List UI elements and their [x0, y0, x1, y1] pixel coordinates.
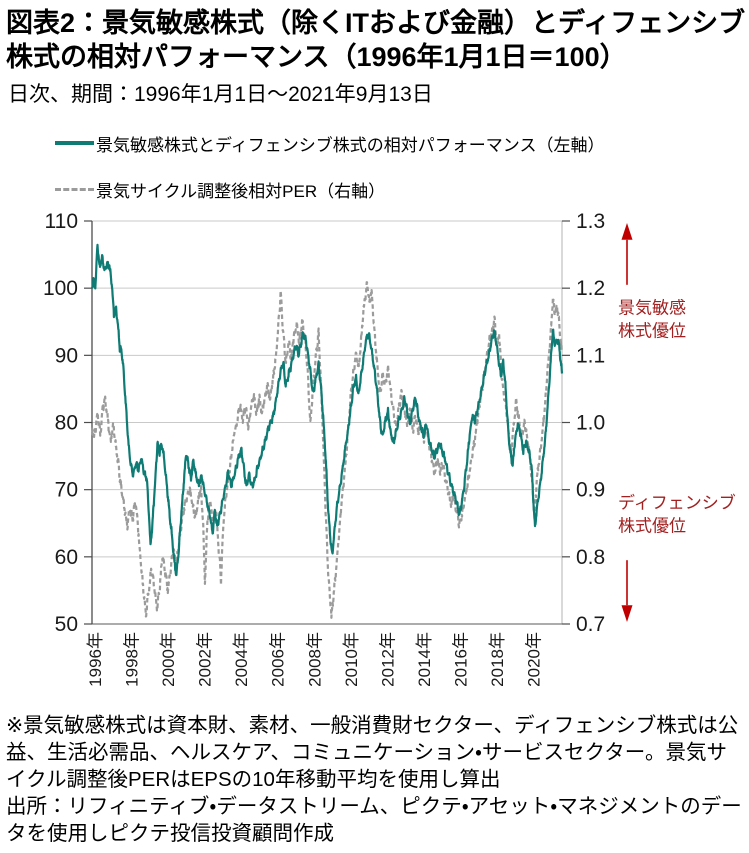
chart-title-line2: 株式の相対パフォーマンス（1996年1月1日＝100）	[6, 42, 627, 72]
svg-text:1998年: 1998年	[123, 632, 142, 687]
svg-text:50: 50	[55, 613, 78, 636]
svg-text:70: 70	[55, 479, 78, 502]
svg-text:0.9: 0.9	[576, 479, 605, 502]
svg-text:1.1: 1.1	[576, 344, 605, 367]
legend-label-performance: 景気敏感株式とディフェンシブ株式の相対パフォーマンス（左軸）	[96, 135, 605, 155]
series-performance	[90, 243, 564, 577]
legend-item-performance: 景気敏感株式とディフェンシブ株式の相対パフォーマンス（左軸）	[55, 132, 715, 155]
svg-text:110: 110	[45, 210, 78, 233]
svg-text:2010年: 2010年	[342, 632, 361, 687]
defensive-dominance-label: ディフェンシブ	[618, 492, 736, 512]
svg-text:90: 90	[55, 344, 78, 367]
svg-text:1.0: 1.0	[576, 412, 605, 435]
svg-text:2016年: 2016年	[451, 632, 470, 687]
chart-subtitle: 日次、期間：1996年1月1日～2021年9月13日	[8, 83, 433, 106]
svg-text:2002年: 2002年	[196, 632, 215, 687]
right-axis: 1.3 1.2 1.1 1.0 0.9 0.8 0.7	[562, 210, 605, 636]
defensive-dominance-label: 株式優位	[618, 516, 686, 535]
svg-text:100: 100	[43, 277, 78, 300]
svg-text:2004年: 2004年	[232, 632, 251, 687]
chart-title-line1: 図表2：景気敏感株式（除くITおよび金融）とディフェンシブ	[6, 8, 746, 38]
solid-line-swatch	[55, 141, 94, 145]
cyclical-dominance-label: 景気敏感	[618, 299, 686, 318]
svg-text:80: 80	[55, 412, 78, 435]
svg-text:1996年: 1996年	[86, 632, 105, 687]
source-text: 出所：リフィニティブ・データストリーム、ピクテ・アセット・マネジメントのデータを…	[6, 795, 742, 846]
series-performance-path	[90, 243, 564, 577]
cyclical-dominance-label: 株式優位	[618, 322, 686, 341]
x-axis-labels: 1996年 1998年 2000年 2002年 2004年 2006年 2008年 2010年…	[86, 632, 544, 687]
footnotes: ※景気敏感株式は資本財、素材、一般消費財セクター、ディフェンシブ株式は公益、生活…	[6, 712, 746, 847]
svg-text:1.2: 1.2	[576, 277, 605, 300]
svg-text:2012年: 2012年	[378, 632, 397, 687]
chart-title: 図表2：景気敏感株式（除くITおよび金融）とディフェンシブ 株式の相対パフォーマ…	[6, 6, 746, 74]
chart-area: 110 100 90 80 70 60 50 1.3 1.2 1.1 1.0 0.9 0.8 0.7 199…	[0, 205, 749, 717]
svg-text:2020年: 2020年	[525, 632, 544, 687]
svg-text:0.8: 0.8	[576, 546, 605, 569]
left-axis: 110 100 90 80 70 60 50	[43, 210, 92, 636]
legend-item-per: 景気サイクル調整後相対PER（右軸）	[55, 178, 715, 201]
svg-text:2014年: 2014年	[415, 632, 434, 687]
legend: 景気敏感株式とディフェンシブ株式の相対パフォーマンス（左軸） 景気サイクル調整後…	[55, 132, 715, 224]
svg-text:2006年: 2006年	[269, 632, 288, 687]
dashed-line-swatch	[55, 187, 94, 191]
chart-svg: 110 100 90 80 70 60 50 1.3 1.2 1.1 1.0 0.9 0.8 0.7 199…	[43, 210, 736, 687]
svg-text:2000年: 2000年	[159, 632, 178, 687]
footnote-text: ※景気敏感株式は資本財、素材、一般消費財セクター、ディフェンシブ株式は公益、生活…	[6, 714, 739, 792]
svg-text:2008年: 2008年	[305, 632, 324, 687]
svg-text:0.7: 0.7	[576, 613, 605, 636]
svg-text:1.3: 1.3	[576, 210, 605, 233]
svg-text:2018年: 2018年	[488, 632, 507, 687]
legend-label-per: 景気サイクル調整後相対PER（右軸）	[96, 181, 386, 201]
svg-text:60: 60	[55, 546, 78, 569]
